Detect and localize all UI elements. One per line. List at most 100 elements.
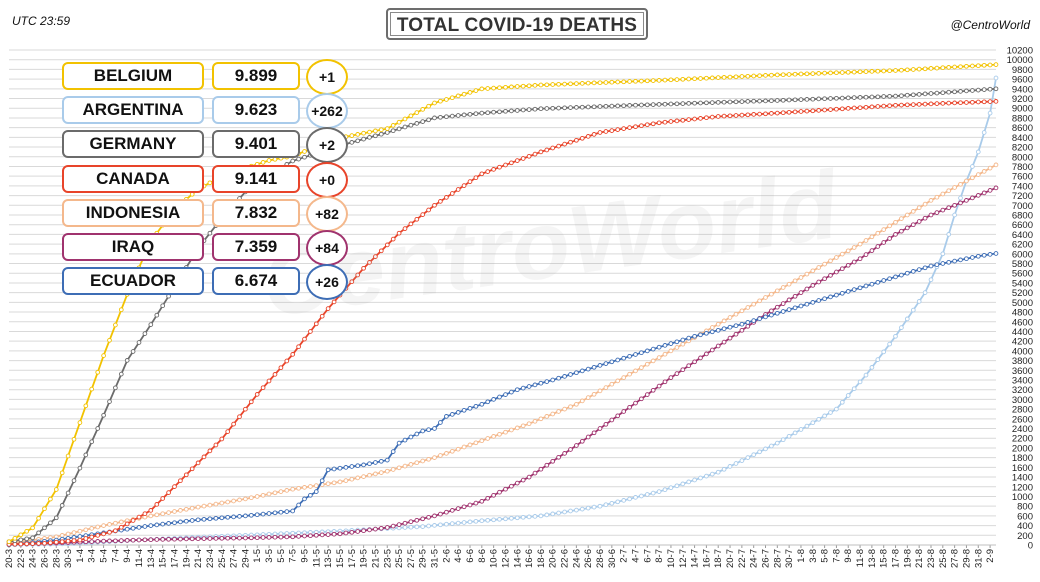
data-point — [727, 324, 733, 330]
data-point — [674, 483, 680, 489]
data-point — [497, 516, 502, 522]
legend-daily-increase: +1 — [306, 59, 348, 95]
data-point — [53, 487, 59, 492]
data-point — [166, 521, 171, 526]
data-point — [402, 116, 408, 122]
data-point — [485, 110, 491, 116]
data-point — [189, 518, 195, 523]
data-point — [520, 83, 526, 89]
x-tick-label: 18-6 — [536, 549, 547, 568]
data-point — [650, 102, 656, 107]
data-point — [662, 343, 668, 348]
data-point — [810, 300, 816, 305]
data-point — [922, 91, 928, 97]
data-point — [851, 95, 857, 100]
y-tick-label: 9200 — [1012, 94, 1033, 105]
data-point — [822, 413, 827, 419]
data-point — [579, 368, 585, 374]
data-point — [503, 516, 508, 522]
data-point — [130, 537, 136, 543]
data-point — [934, 210, 940, 215]
x-tick-label: 12-7 — [678, 549, 689, 568]
data-point — [538, 380, 544, 386]
data-point — [686, 76, 692, 82]
data-point — [390, 236, 396, 242]
data-point — [550, 82, 556, 87]
data-point — [780, 110, 786, 116]
x-tick-label: 19-4 — [181, 549, 192, 568]
y-tick-label: 7600 — [1012, 172, 1033, 183]
data-point — [479, 498, 485, 504]
data-point — [219, 436, 225, 442]
data-point — [485, 517, 491, 523]
data-point — [520, 385, 526, 391]
data-point — [751, 452, 757, 458]
data-point — [426, 427, 431, 433]
legend-death-total: 9.623 — [212, 96, 300, 125]
data-point — [278, 489, 284, 494]
data-point — [845, 393, 851, 398]
data-point — [899, 272, 904, 278]
x-tick-label: 20-7 — [725, 549, 736, 568]
data-point — [24, 528, 30, 534]
data-point — [272, 490, 278, 496]
data-point — [910, 269, 916, 274]
y-tick-label: 4800 — [1012, 308, 1033, 319]
data-point — [296, 534, 301, 539]
data-point — [6, 539, 12, 545]
data-point — [668, 341, 674, 346]
data-point — [384, 457, 390, 463]
data-point — [591, 391, 597, 397]
data-point — [207, 502, 213, 508]
data-point — [786, 297, 792, 303]
y-tick-label: 6000 — [1012, 249, 1033, 260]
data-point — [615, 499, 621, 505]
legend-daily-increase: +26 — [306, 264, 348, 301]
data-point — [751, 73, 757, 79]
x-tick-label: 7-5 — [288, 549, 299, 563]
data-point — [408, 519, 414, 525]
data-point — [680, 341, 686, 347]
data-point — [639, 350, 644, 356]
legend-daily-increase: +82 — [306, 195, 348, 232]
data-point — [834, 292, 839, 298]
data-point — [686, 117, 692, 122]
data-point — [107, 522, 112, 527]
data-point — [721, 99, 727, 105]
data-point — [639, 102, 644, 108]
y-tick-label: 7800 — [1012, 162, 1033, 173]
data-point — [420, 516, 426, 522]
x-tick-label: 20-3 — [4, 549, 15, 568]
legend-country-name: GERMANY — [62, 130, 204, 159]
x-tick-label: 18-7 — [713, 549, 724, 568]
x-tick-label: 7-4 — [110, 549, 121, 563]
legend-death-total: 7.359 — [212, 233, 300, 261]
data-point — [656, 344, 662, 350]
data-point — [751, 98, 757, 104]
data-point — [343, 478, 349, 483]
data-point — [479, 171, 485, 177]
x-tick-label: 22-3 — [16, 549, 27, 568]
data-point — [739, 327, 745, 333]
data-point — [863, 94, 869, 100]
data-point — [89, 526, 95, 531]
data-point — [763, 446, 768, 452]
data-point — [816, 279, 822, 285]
data-point — [639, 493, 644, 499]
data-point — [107, 399, 112, 404]
x-tick-label: 26-3 — [39, 549, 50, 568]
data-point — [455, 446, 461, 452]
data-point — [922, 66, 928, 72]
data-point — [367, 461, 372, 467]
data-point — [709, 329, 715, 335]
data-point — [987, 110, 993, 116]
data-point — [727, 113, 733, 119]
x-tick-label: 31-8 — [973, 549, 984, 568]
data-point — [633, 400, 638, 406]
chart-title: TOTAL COVID-19 DEATHS — [396, 15, 638, 36]
data-point — [183, 518, 189, 524]
data-point — [426, 103, 431, 109]
data-point — [48, 496, 53, 502]
y-tick-label: 4000 — [1012, 346, 1033, 357]
